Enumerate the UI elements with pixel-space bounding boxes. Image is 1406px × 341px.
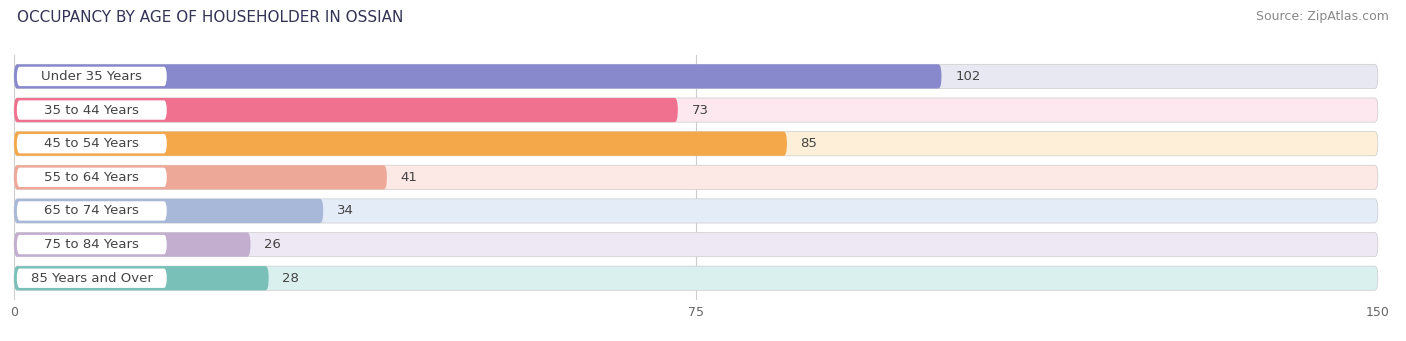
FancyBboxPatch shape — [14, 132, 787, 156]
FancyBboxPatch shape — [14, 266, 1378, 290]
Text: 41: 41 — [401, 171, 418, 184]
FancyBboxPatch shape — [14, 266, 269, 290]
Text: 73: 73 — [692, 104, 709, 117]
Text: 102: 102 — [955, 70, 980, 83]
Text: 85 Years and Over: 85 Years and Over — [31, 272, 153, 285]
Text: 28: 28 — [283, 272, 299, 285]
Text: OCCUPANCY BY AGE OF HOUSEHOLDER IN OSSIAN: OCCUPANCY BY AGE OF HOUSEHOLDER IN OSSIA… — [17, 10, 404, 25]
FancyBboxPatch shape — [17, 168, 167, 187]
FancyBboxPatch shape — [17, 67, 167, 86]
FancyBboxPatch shape — [14, 98, 678, 122]
FancyBboxPatch shape — [17, 201, 167, 221]
FancyBboxPatch shape — [14, 98, 1378, 122]
Text: Under 35 Years: Under 35 Years — [41, 70, 142, 83]
FancyBboxPatch shape — [14, 199, 323, 223]
Text: 55 to 64 Years: 55 to 64 Years — [45, 171, 139, 184]
Text: 34: 34 — [337, 205, 354, 218]
FancyBboxPatch shape — [14, 199, 1378, 223]
Text: 85: 85 — [800, 137, 817, 150]
FancyBboxPatch shape — [14, 165, 1378, 190]
FancyBboxPatch shape — [14, 233, 1378, 257]
Text: Source: ZipAtlas.com: Source: ZipAtlas.com — [1256, 10, 1389, 23]
FancyBboxPatch shape — [17, 268, 167, 288]
FancyBboxPatch shape — [17, 134, 167, 153]
Text: 65 to 74 Years: 65 to 74 Years — [45, 205, 139, 218]
FancyBboxPatch shape — [14, 64, 942, 89]
Text: 26: 26 — [264, 238, 281, 251]
FancyBboxPatch shape — [14, 165, 387, 190]
Text: 75 to 84 Years: 75 to 84 Years — [45, 238, 139, 251]
FancyBboxPatch shape — [14, 233, 250, 257]
FancyBboxPatch shape — [14, 64, 1378, 89]
Text: 35 to 44 Years: 35 to 44 Years — [45, 104, 139, 117]
Text: 45 to 54 Years: 45 to 54 Years — [45, 137, 139, 150]
FancyBboxPatch shape — [17, 100, 167, 120]
FancyBboxPatch shape — [14, 132, 1378, 156]
FancyBboxPatch shape — [17, 235, 167, 254]
